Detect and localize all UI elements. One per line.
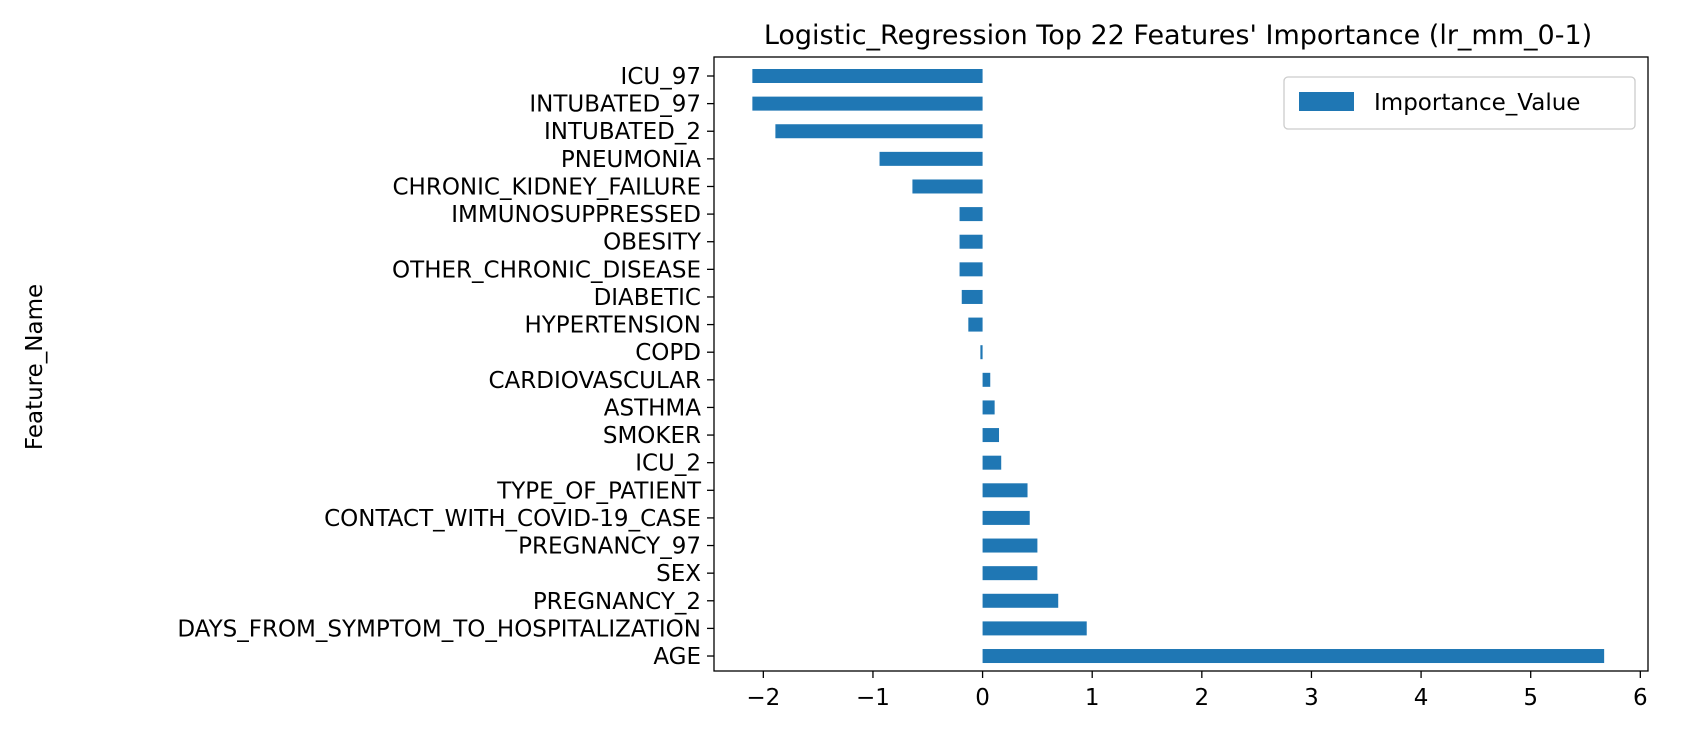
- y-tick-label: ICU_2: [635, 451, 701, 477]
- y-tick-label: CONTACT_WITH_COVID-19_CASE: [324, 506, 701, 532]
- y-tick-label: PREGNANCY_97: [518, 534, 701, 560]
- legend: Importance_Value: [1283, 76, 1636, 130]
- bar-sex: [982, 566, 1038, 581]
- y-tick-label: CHRONIC_KIDNEY_FAILURE: [392, 174, 701, 200]
- bar-age: [982, 649, 1605, 664]
- bar-cardiovascular: [982, 372, 991, 387]
- bar-obesity: [959, 234, 983, 249]
- bar-asthma: [982, 400, 995, 415]
- legend-swatch: [1299, 92, 1354, 111]
- y-tick-label: COPD: [635, 340, 701, 366]
- bar-intubated-97: [752, 96, 983, 111]
- y-tick-label: DAYS_FROM_SYMPTOM_TO_HOSPITALIZATION: [177, 616, 701, 642]
- x-tick-label: 5: [1523, 685, 1538, 711]
- bar-pregnancy-2: [982, 593, 1059, 608]
- legend-entry: Importance_Value: [1374, 90, 1580, 116]
- bar-icu-2: [982, 455, 1002, 470]
- y-tick-label: SEX: [656, 561, 701, 587]
- y-tick-label: DIABETIC: [594, 285, 701, 311]
- y-tick-label: HYPERTENSION: [524, 313, 701, 339]
- x-tick-label: 2: [1195, 685, 1210, 711]
- y-tick-label: OTHER_CHRONIC_DISEASE: [392, 257, 701, 283]
- y-tick-label: TYPE_OF_PATIENT: [496, 478, 702, 504]
- bar-contact-with-covid-19-case: [982, 510, 1030, 525]
- bar-immunosuppressed: [959, 207, 983, 222]
- y-tick-label: AGE: [653, 644, 701, 670]
- bar-days-from-symptom-to-hospitalization: [982, 621, 1087, 636]
- legend-box: [1283, 76, 1636, 130]
- x-tick-label: 0: [975, 685, 990, 711]
- y-tick-label: INTUBATED_2: [544, 119, 701, 145]
- bar-pregnancy-97: [982, 538, 1038, 553]
- y-tick-label: CARDIOVASCULAR: [488, 368, 701, 394]
- x-tick-label: 1: [1085, 685, 1100, 711]
- bar-chronic-kidney-failure: [912, 179, 983, 194]
- x-tick-label: 4: [1414, 685, 1429, 711]
- bar-smoker: [982, 428, 1000, 443]
- bar-pneumonia: [879, 151, 983, 166]
- x-tick-label: 6: [1633, 685, 1648, 711]
- y-tick-label: PNEUMONIA: [561, 147, 701, 173]
- y-tick-label: INTUBATED_97: [529, 92, 701, 118]
- x-tick-label: −1: [856, 685, 890, 711]
- y-axis-label: Feature_Name: [22, 284, 48, 450]
- x-tick-label: 3: [1304, 685, 1319, 711]
- y-tick-label: OBESITY: [603, 230, 702, 256]
- bar-diabetic: [961, 289, 983, 304]
- chart-title: Logistic_Regression Top 22 Features' Imp…: [764, 20, 1592, 51]
- bar-hypertension: [968, 317, 983, 332]
- x-tick-label: −2: [746, 685, 780, 711]
- bar-type-of-patient: [982, 483, 1028, 498]
- y-tick-label: PREGNANCY_2: [533, 589, 701, 615]
- x-ticks: −2 −1 0 1 2 3 4 5 6: [746, 671, 1648, 711]
- bar-other-chronic-disease: [959, 262, 983, 277]
- plot-frame: [713, 56, 1649, 672]
- bar-intubated-2: [775, 124, 983, 139]
- bar-icu-97: [752, 69, 983, 83]
- y-tick-label: IMMUNOSUPPRESSED: [451, 202, 701, 228]
- y-tick-label: ASTHMA: [604, 395, 702, 421]
- bars-group: [752, 69, 1605, 664]
- y-tick-labels: ICU_97INTUBATED_97INTUBATED_2PNEUMONIACH…: [177, 64, 714, 670]
- bar-copd: [980, 345, 983, 360]
- y-tick-label: SMOKER: [603, 423, 701, 449]
- y-tick-label: ICU_97: [621, 64, 701, 90]
